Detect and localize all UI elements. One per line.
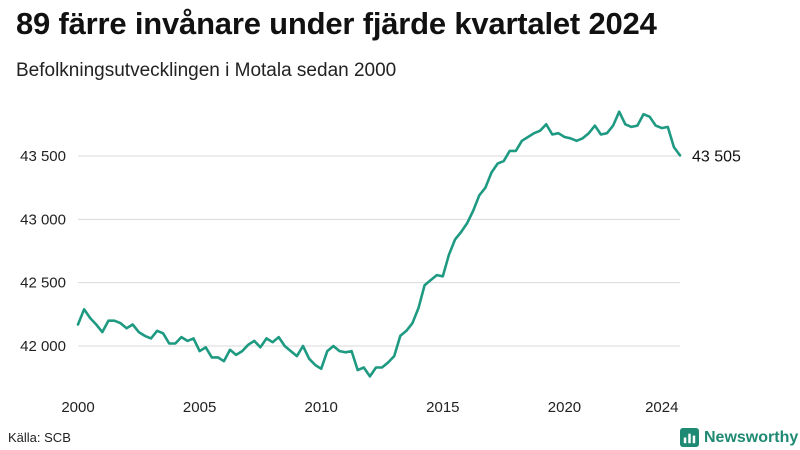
grid-lines	[78, 155, 680, 347]
x-tick-label: 2015	[426, 399, 459, 416]
x-tick-label: 2005	[183, 399, 216, 416]
x-tick-label: 2020	[548, 399, 581, 416]
y-tick-label: 43 500	[20, 148, 66, 165]
y-tick-label: 42 000	[20, 338, 66, 355]
y-axis-tick-labels: 42 000 42 500 43 000 43 500	[20, 148, 66, 355]
end-value-label: 43 505	[692, 148, 741, 165]
y-tick-label: 43 000	[20, 211, 66, 228]
bar-chart-icon	[680, 428, 699, 447]
chart-subtitle: Befolkningsutvecklingen i Motala sedan 2…	[16, 60, 397, 81]
population-series-line	[76, 110, 682, 378]
x-tick-label: 2024	[645, 399, 678, 416]
x-tick-label: 2010	[305, 399, 338, 416]
brand-name: Newsworthy	[704, 428, 799, 446]
chart-title: 89 färre invånare under fjärde kvartalet…	[16, 6, 657, 41]
brand-logo: Newsworthy	[680, 428, 798, 447]
source-label: Källa: SCB	[8, 430, 71, 445]
x-tick-label: 2000	[61, 399, 94, 416]
y-tick-label: 42 500	[20, 275, 66, 292]
x-axis-tick-labels: 2000 2005 2010 2015 2020 2024	[61, 399, 678, 416]
